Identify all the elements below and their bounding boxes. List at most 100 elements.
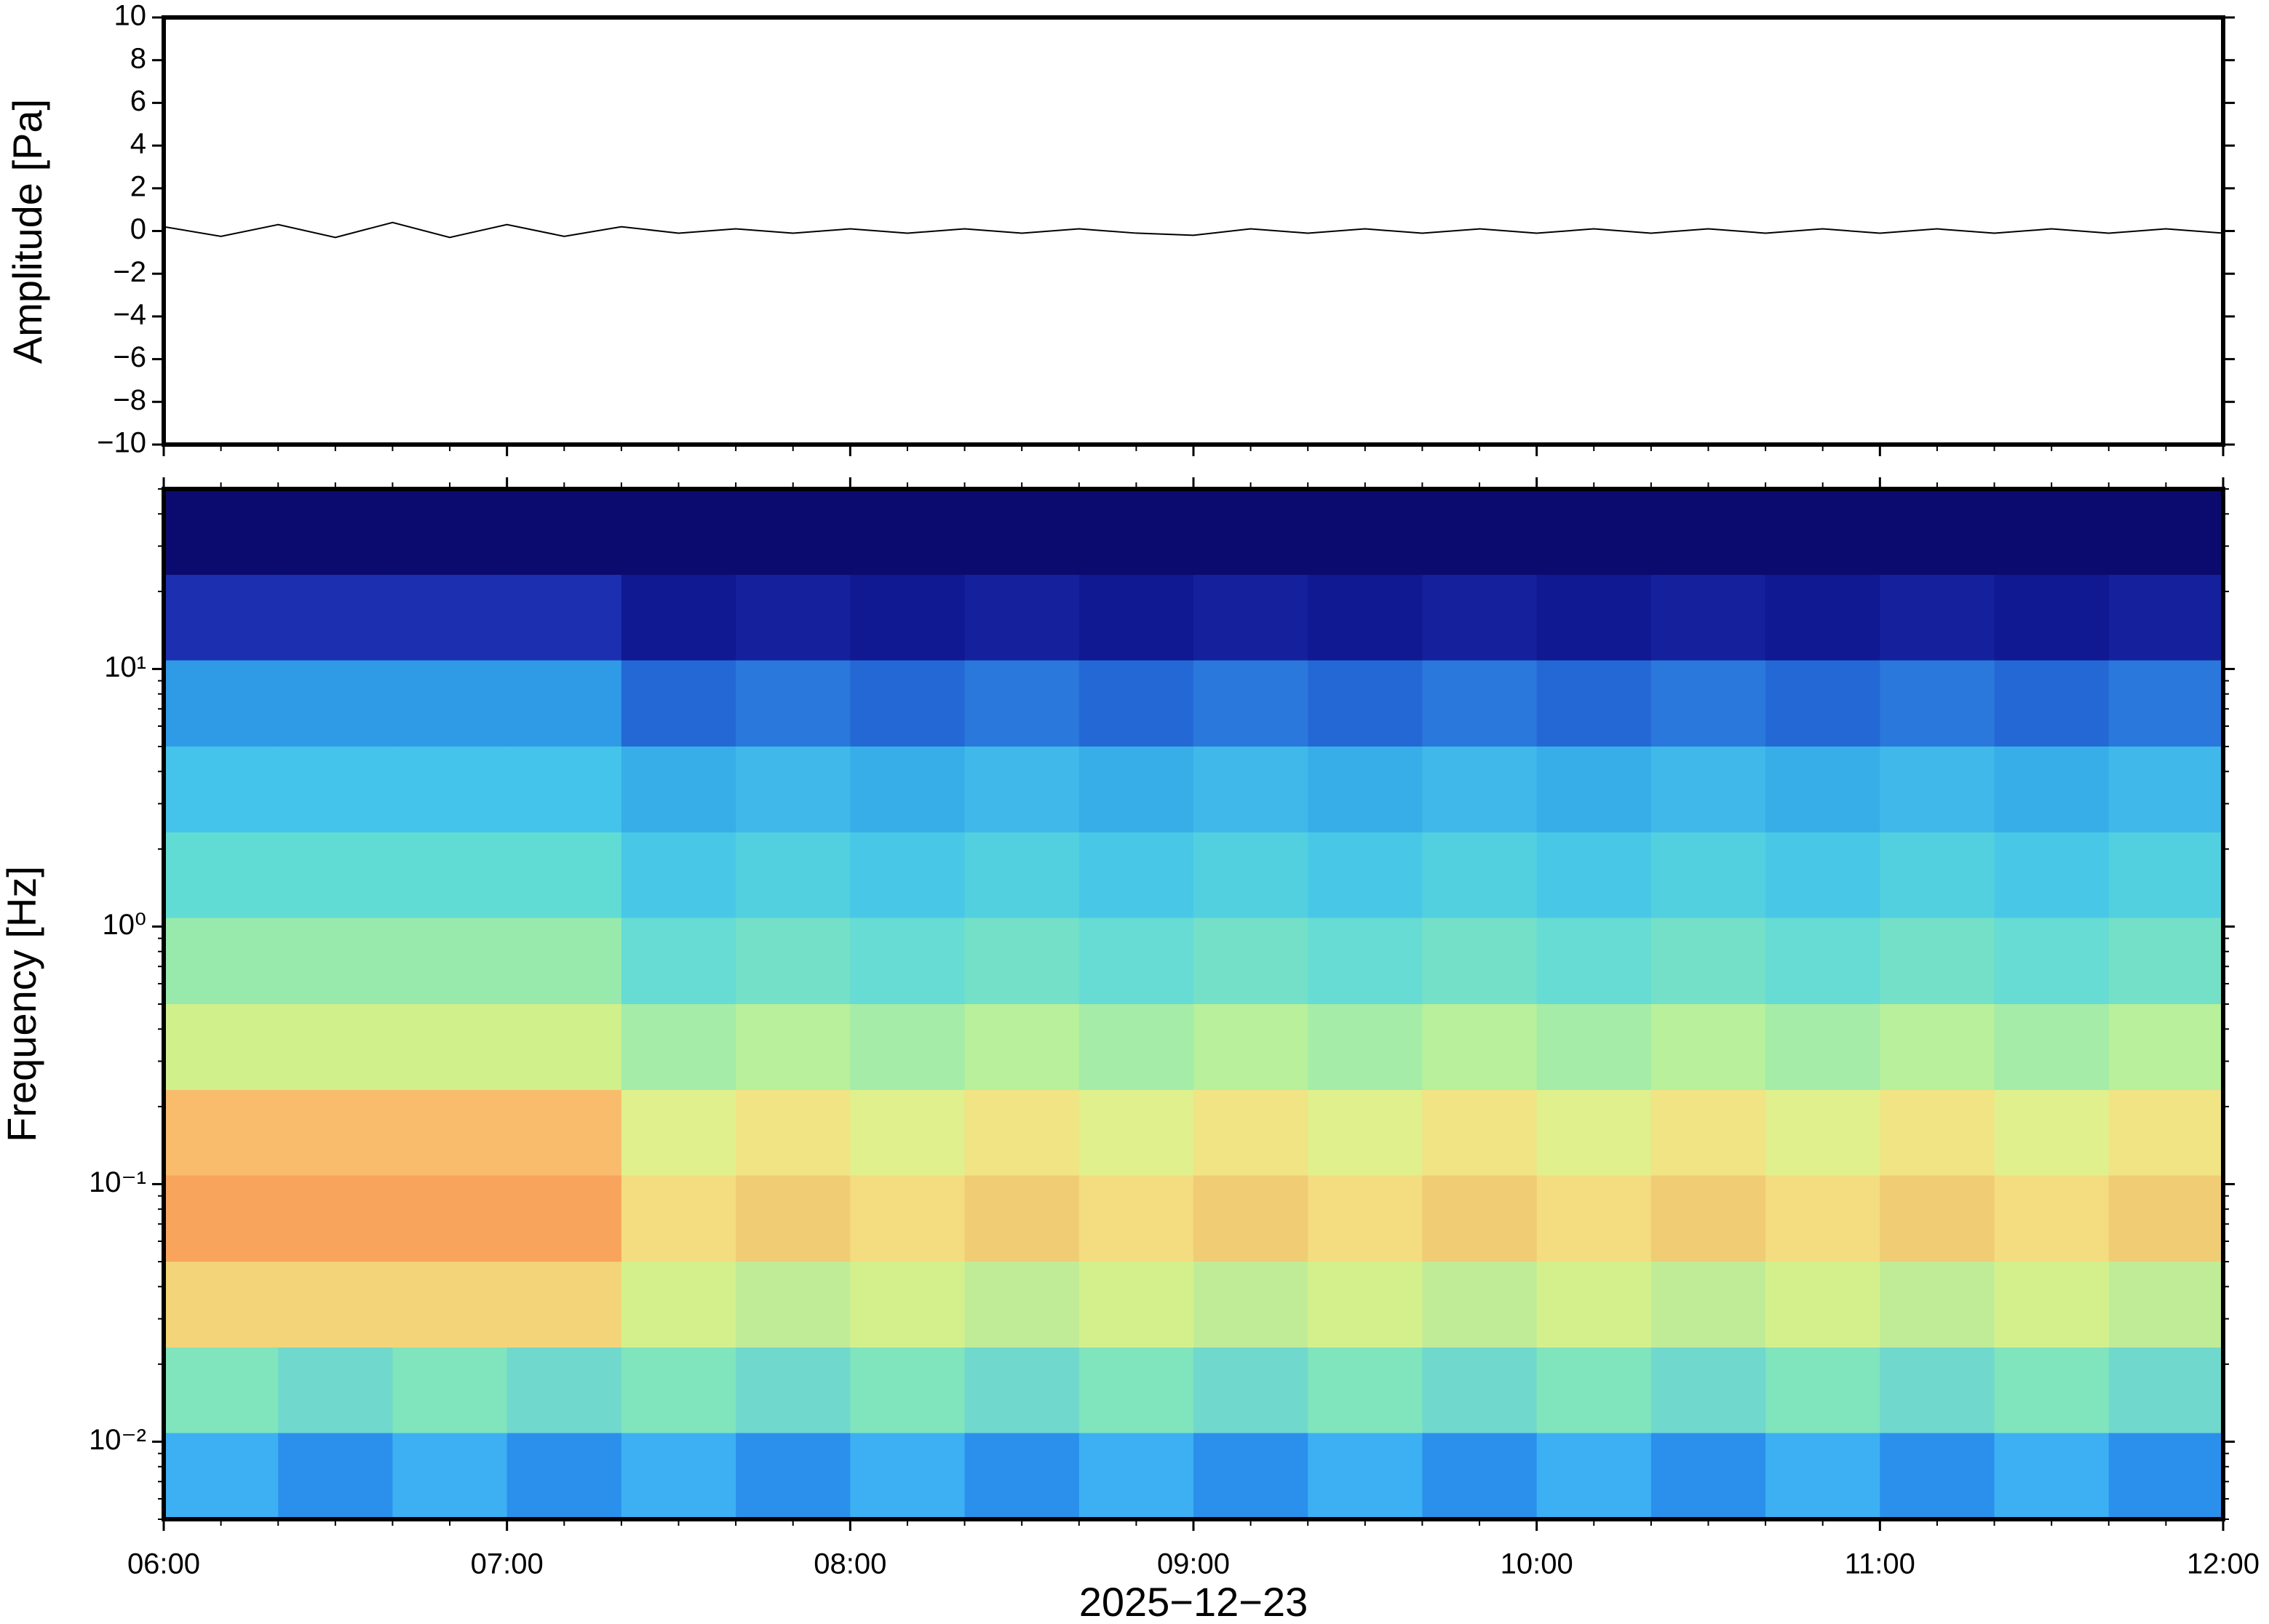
spectrogram-cell [621,489,736,576]
spectrogram-cell [1422,1433,1538,1520]
spectrogram-cell [1994,832,2110,919]
spectrogram-cell [2108,1004,2224,1091]
spectrogram-cell [1078,832,1194,919]
spectrogram-cell [1765,660,1880,747]
y-tick-label: −4 [113,298,146,330]
spectrogram-cell [1536,1004,1652,1091]
spectrogram-cell [1765,575,1880,661]
spectrogram-cell [736,747,851,833]
spectrogram-cell [2108,918,2224,1005]
spectrogram-cell [1994,1348,2110,1434]
spectrogram-cell [1422,1262,1538,1348]
spectrogram-cell [1650,1433,1766,1520]
spectrogram-cell [278,1004,393,1091]
spectrogram-cell [506,489,622,576]
spectrogram-cell [1994,1433,2110,1520]
y-tick-label: 0 [130,213,146,245]
spectrogram-cell [278,1175,393,1262]
spectrogram-cell [164,575,279,661]
spectrogram-cell [1650,832,1766,919]
spectrogram-cell [964,1348,1080,1434]
spectrogram-cell [2108,1262,2224,1348]
spectrogram-cell [1193,1090,1308,1177]
y-tick-label: 10⁰ [102,909,146,941]
spectrogram-cell [964,1090,1080,1177]
x-tick-label: 07:00 [471,1548,544,1580]
spectrogram-cell [2108,489,2224,576]
spectrogram-cell [1994,489,2110,576]
spectrogram-cell [736,1262,851,1348]
x-tick-label: 10:00 [1501,1548,1573,1580]
spectrogram-cell [392,575,508,661]
spectrogram-cell [164,1433,279,1520]
spectrogram-cell [1422,747,1538,833]
spectrogram-cell [1650,489,1766,576]
spectrogram-cell [278,832,393,919]
spectrogram-cell [1308,575,1423,661]
spectrogram-cell [1422,489,1538,576]
y-tick-label: −8 [113,384,146,416]
spectrogram-cell [278,1262,393,1348]
spectrogram-cell [1308,1262,1423,1348]
spectrogram-cell [392,660,508,747]
spectrogram-cell [621,1004,736,1091]
spectrogram-cell [1536,1175,1652,1262]
spectrogram-cell [506,1433,622,1520]
spectrogram-cell [392,918,508,1005]
spectrogram-cell [1193,660,1308,747]
spectrogram-cell [278,1090,393,1177]
spectrogram-cell [1765,1433,1880,1520]
waveform [163,221,2224,239]
spectrogram-cell [1880,575,1995,661]
spectrogram-cell [1994,747,2110,833]
spectrogram-cell [1536,832,1652,919]
spectrogram-cell [1193,832,1308,919]
y-axis-title: Amplitude [Pa] [4,99,50,364]
spectrogram-cell [278,575,393,661]
spectrogram-cell [1765,1175,1880,1262]
spectrogram-cell [850,1090,966,1177]
spectrogram-cell [392,489,508,576]
spectrogram-cell [1880,1433,1995,1520]
y-tick-label: 10⁻¹ [89,1166,146,1198]
spectrogram-cell [1193,489,1308,576]
spectrogram-cell [1422,918,1538,1005]
spectrogram-cell [1994,1090,2110,1177]
spectrogram-cell [392,832,508,919]
y-tick-label: 6 [130,85,146,117]
spectrogram-cell [850,660,966,747]
spectrogram-cell [850,1262,966,1348]
spectrogram-cell [1650,1348,1766,1434]
spectrogram-cell [1536,1348,1652,1434]
spectrogram-cell [736,575,851,661]
spectrogram-cell [1422,1175,1538,1262]
spectrogram-cell [1994,1262,2110,1348]
spectrogram-cell [850,1175,966,1262]
spectrogram-cell [1193,747,1308,833]
spectrogram-cell [964,575,1080,661]
y-tick-label: 10 [114,0,147,32]
spectrogram-cell [850,1004,966,1091]
spectrogram-cell [392,747,508,833]
spectrogram-cell [164,1004,279,1091]
spectrogram-cell [164,1348,279,1434]
spectrogram-cell [2108,1090,2224,1177]
spectrogram-cell [1650,747,1766,833]
spectrogram-cell [1078,1090,1194,1177]
spectrogram-cell [1536,1262,1652,1348]
spectrogram-cell [1536,575,1652,661]
spectrogram-cell [621,918,736,1005]
y-tick-label: 10¹ [104,651,146,683]
spectrogram-cell [164,1175,279,1262]
spectrogram-cell [1880,918,1995,1005]
spectrogram-cell [392,1004,508,1091]
spectrogram-cell [1308,1004,1423,1091]
spectrogram-cell [164,660,279,747]
y-tick-label: 8 [130,42,146,74]
spectrogram-cell [736,832,851,919]
spectrogram-cell [164,489,279,576]
spectrogram-cell [1308,660,1423,747]
spectrogram-cell [1765,1262,1880,1348]
